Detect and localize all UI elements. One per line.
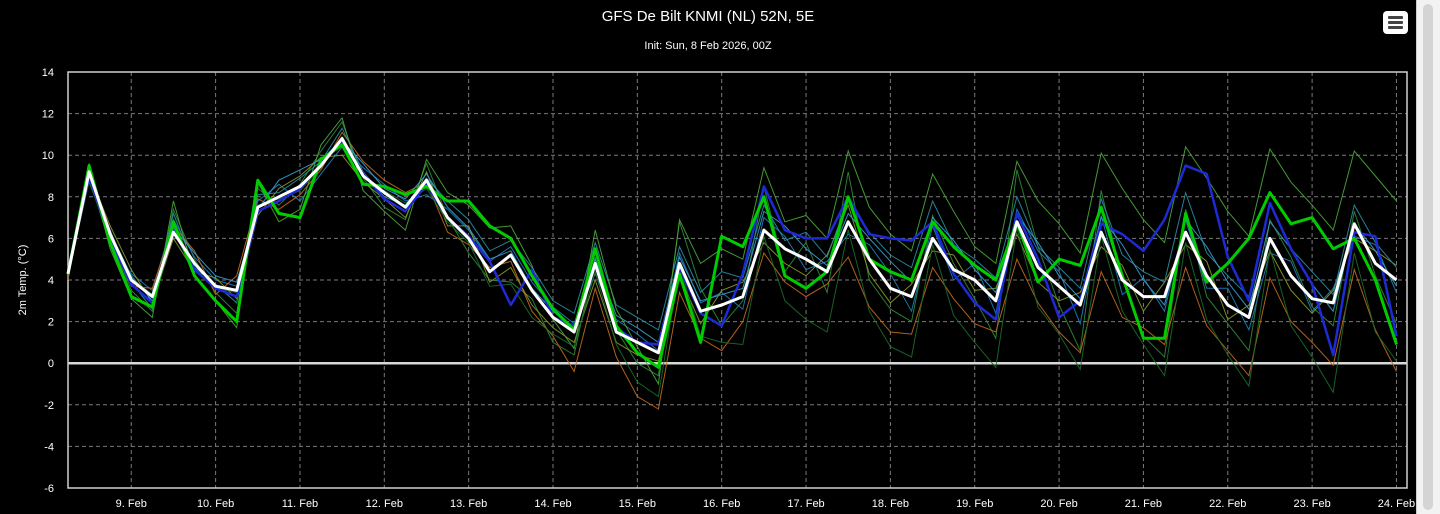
ensemble-member-line (67, 131, 1397, 410)
x-tick-label: 24. Feb (1378, 498, 1415, 510)
y-tick-label: 2 (48, 317, 54, 329)
chart-title: GFS De Bilt KNMI (NL) 52N, 5E (601, 8, 815, 25)
x-tick-label: 9. Feb (116, 498, 147, 510)
x-tick-label: 19. Feb (956, 498, 993, 510)
x-tick-label: 16. Feb (703, 498, 740, 510)
x-tick-label: 13. Feb (450, 498, 487, 510)
x-tick-label: 17. Feb (787, 498, 824, 510)
x-tick-label: 12. Feb (366, 498, 403, 510)
y-tick-label: 14 (42, 67, 54, 79)
x-tick-label: 23. Feb (1293, 498, 1330, 510)
y-tick-label: 10 (42, 150, 54, 162)
x-tick-label: 15. Feb (619, 498, 656, 510)
vertical-scrollbar[interactable] (1416, 0, 1440, 514)
ensemble-member-line (67, 127, 1397, 331)
ensemble-mean-line (66, 137, 1398, 355)
x-tick-label: 18. Feb (872, 498, 909, 510)
x-axis-ticks: 9. Feb 10. Feb 11. Feb 12. Feb 13. Feb 14. Fe… (116, 498, 1415, 510)
x-tick-label: 10. Feb (197, 498, 234, 510)
control-run-line (66, 143, 1398, 369)
chart-menu-button[interactable] (1383, 11, 1408, 34)
ensemble-member-line (67, 135, 1397, 398)
chart-subtitle: Init: Sun, 8 Feb 2026, 00Z (644, 40, 772, 52)
y-tick-label: 4 (48, 275, 54, 287)
grid (68, 72, 1407, 488)
y-tick-label: 6 (48, 233, 54, 245)
x-tick-label: 11. Feb (282, 498, 319, 510)
main-series (66, 137, 1398, 369)
y-tick-label: -2 (44, 400, 54, 412)
y-axis-label: 2m Temp. (°C) (17, 245, 29, 316)
y-tick-label: 0 (48, 358, 54, 370)
x-tick-label: 22. Feb (1209, 498, 1246, 510)
y-tick-label: 8 (48, 192, 54, 204)
ensemble-members (67, 116, 1397, 410)
x-tick-label: 14. Feb (534, 498, 571, 510)
y-tick-label: -6 (44, 483, 54, 495)
y-tick-label: 12 (42, 109, 54, 121)
x-tick-label: 20. Feb (1040, 498, 1077, 510)
scrollbar-thumb[interactable] (1423, 4, 1433, 510)
x-tick-label: 21. Feb (1125, 498, 1162, 510)
y-axis-ticks: 14 12 10 8 6 4 2 0 -2 -4 -6 (42, 67, 54, 495)
y-tick-label: -4 (44, 441, 54, 453)
